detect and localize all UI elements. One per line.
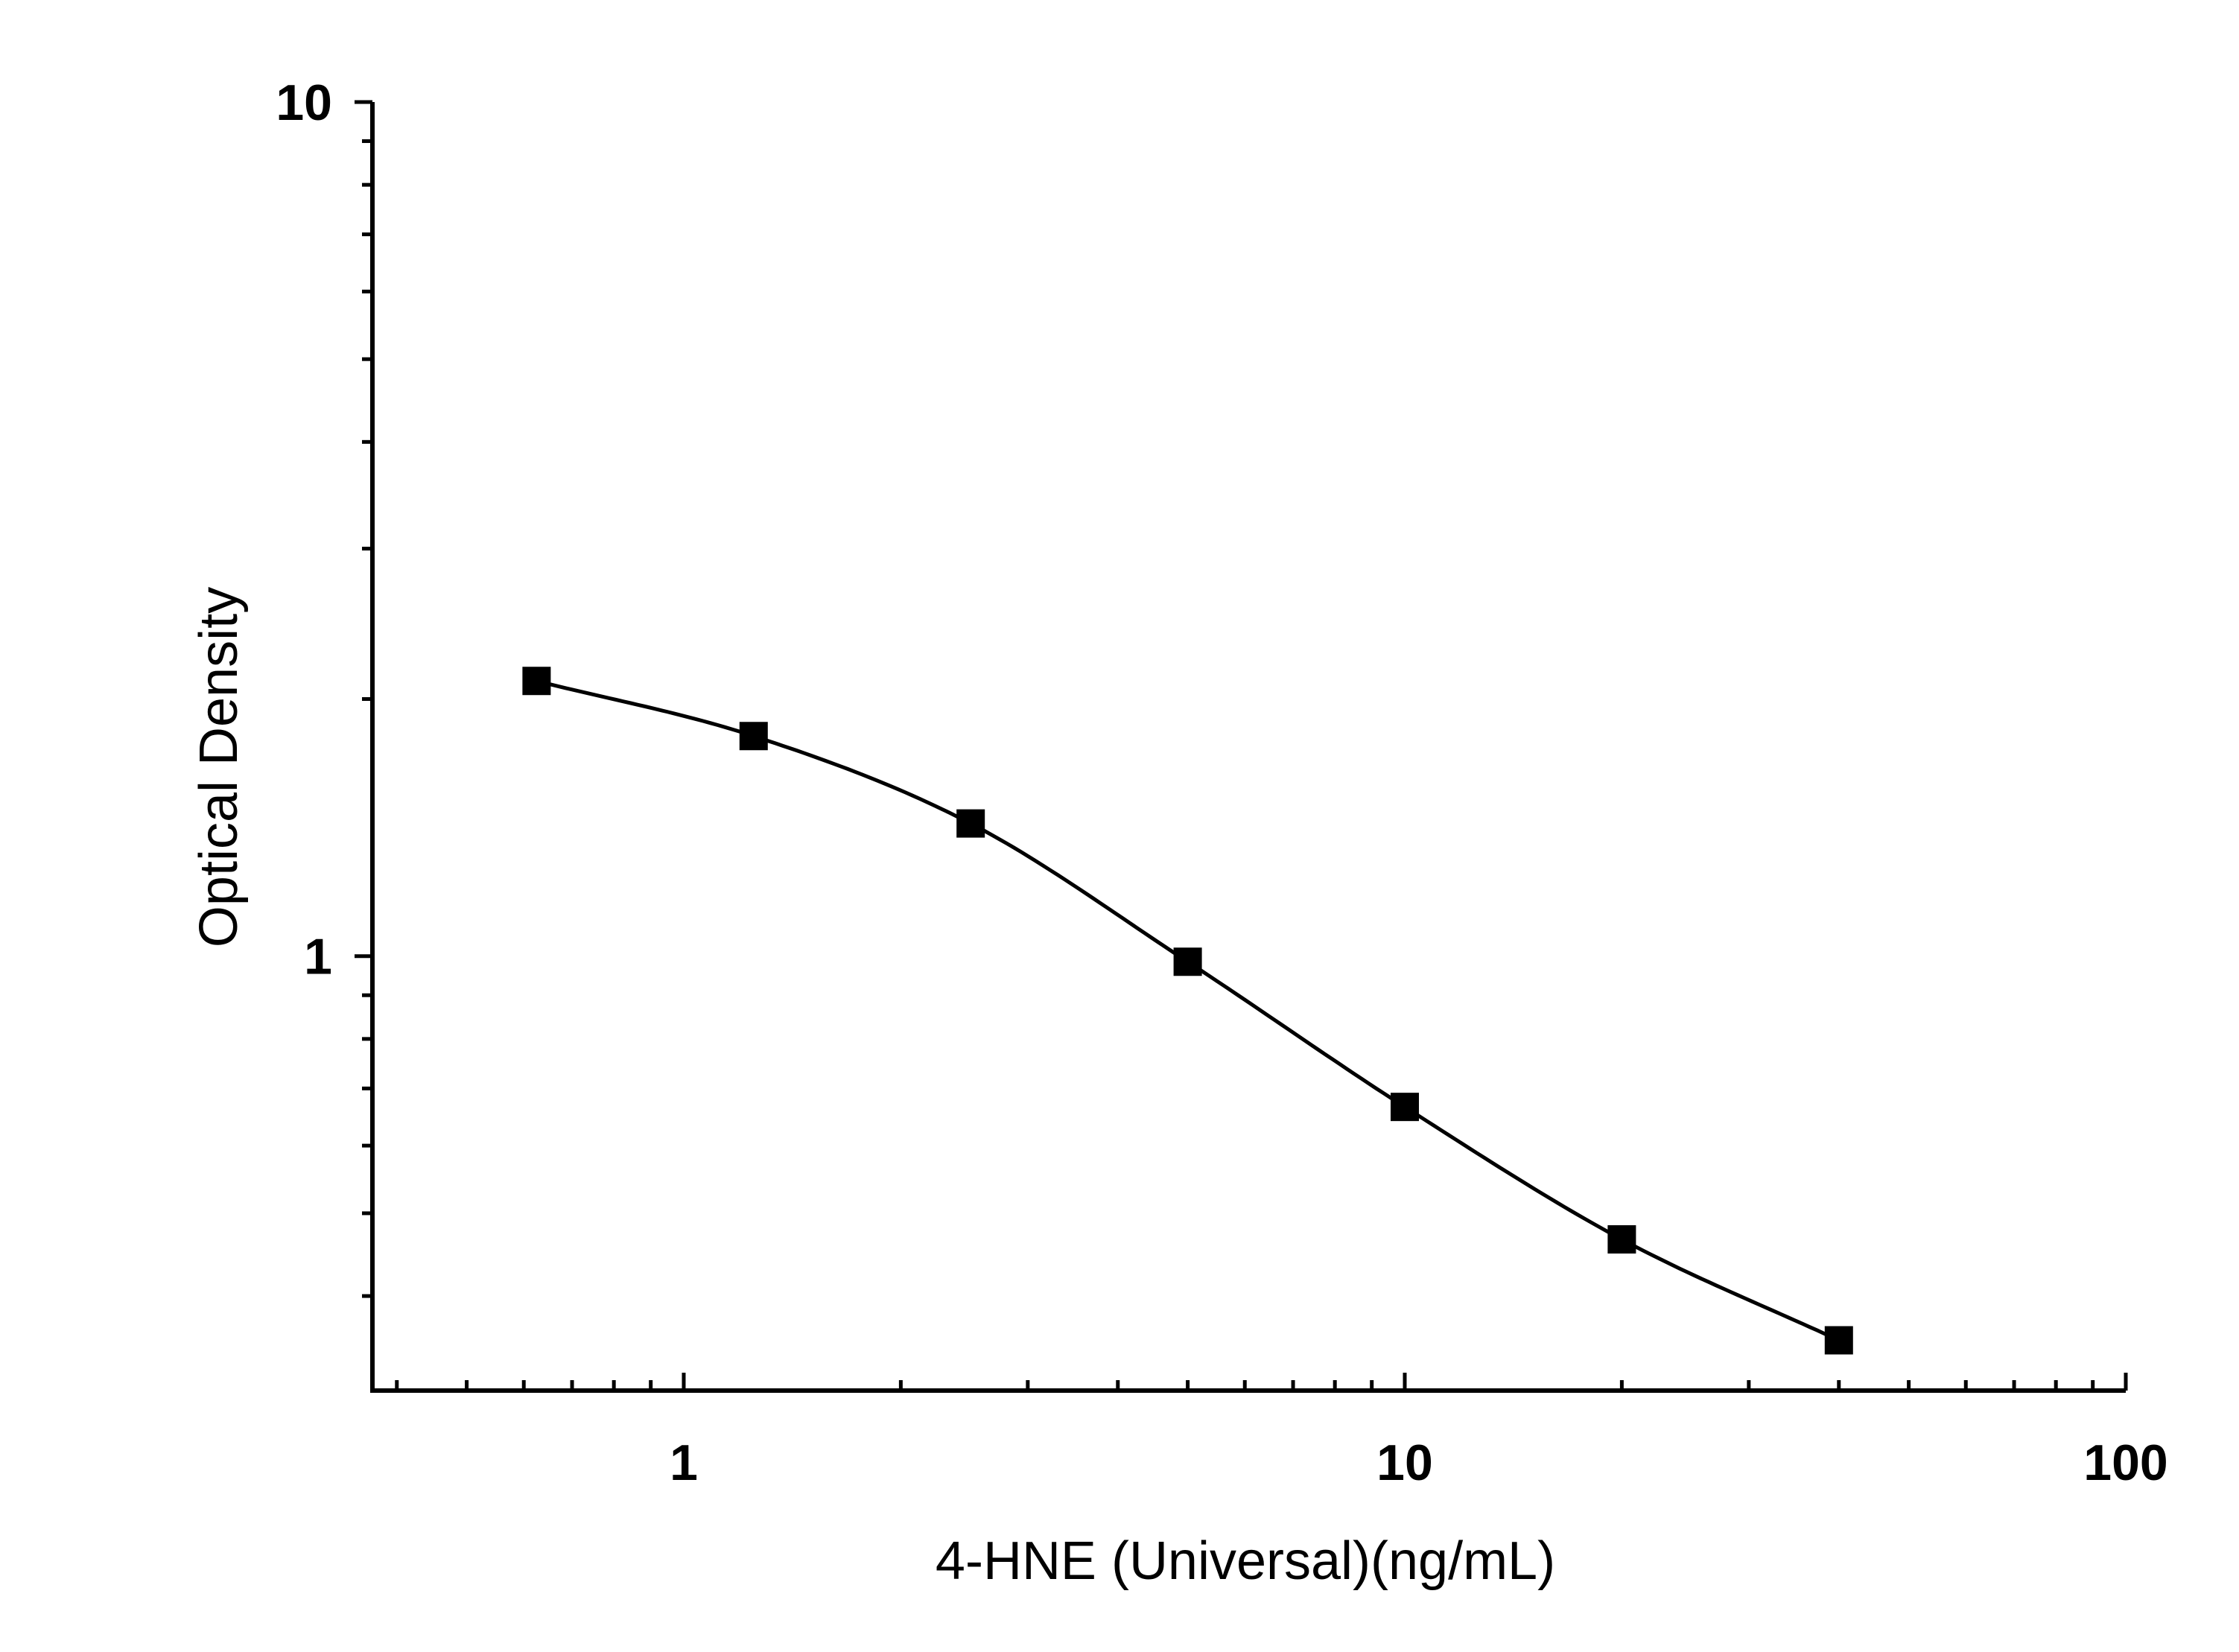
x-tick-label: 1 <box>670 1435 698 1491</box>
x-tick-label: 10 <box>1376 1435 1433 1491</box>
x-axis-title: 4-HNE (Universal)(ng/mL) <box>936 1531 1555 1591</box>
data-point <box>1607 1225 1636 1254</box>
plot-area <box>522 667 1853 1355</box>
data-point <box>522 667 551 696</box>
x-axis-ticks: 1 10 100 <box>395 1373 2168 1491</box>
y-tick-label: 1 <box>304 929 332 985</box>
y-axis-title: Optical Density <box>189 587 249 947</box>
data-point <box>1390 1093 1419 1122</box>
data-point <box>739 722 768 751</box>
y-axis-ticks: 1 10 <box>276 74 372 1298</box>
axes: 1 10 100 1 10 <box>276 74 2167 1491</box>
x-tick-label: 100 <box>2083 1435 2167 1491</box>
data-point <box>956 809 985 838</box>
y-tick-label: 10 <box>276 74 332 131</box>
data-point <box>1824 1326 1853 1355</box>
data-point <box>1173 947 1202 976</box>
fit-curve <box>536 679 1840 1342</box>
